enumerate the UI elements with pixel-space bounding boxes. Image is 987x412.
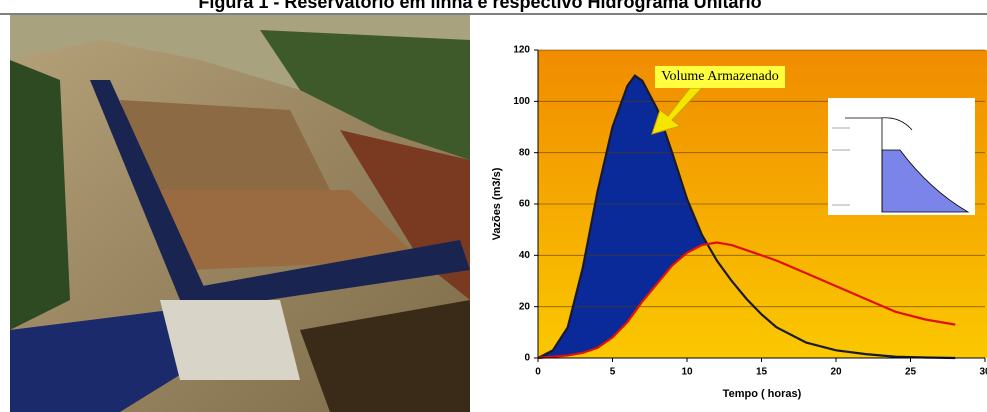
x-tick-label: 20 — [830, 367, 842, 378]
y-tick-label: 120 — [513, 45, 530, 56]
figure-caption: Figura 1 - Reservatório em linha e respe… — [198, 0, 761, 12]
aerial-photo — [10, 15, 470, 412]
x-tick-label: 25 — [905, 367, 917, 378]
annotation: Volume Armazenado — [661, 69, 779, 84]
y-tick-label: 40 — [519, 250, 531, 261]
figure: Figura 1 - Reservatório em linha e respe… — [0, 0, 987, 412]
y-tick-label: 100 — [513, 96, 530, 107]
y-tick-label: 80 — [519, 147, 531, 158]
x-tick-label: 5 — [610, 367, 616, 378]
inset-diagram — [828, 98, 975, 215]
x-tick-label: 0 — [535, 367, 541, 378]
y-tick-label: 0 — [524, 353, 530, 364]
x-tick-label: 10 — [681, 367, 693, 378]
x-tick-label: 30 — [979, 367, 987, 378]
chart: 0 20 40 60 80 100 120 0 5 10 15 20 25 30 Tempo ( horas… — [487, 15, 987, 412]
y-tick-label: 60 — [519, 199, 531, 210]
y-tick-label: 20 — [519, 301, 531, 312]
y-axis-label: Vazões (m3/s) — [491, 167, 503, 240]
x-tick-label: 15 — [756, 367, 768, 378]
x-axis-label: Tempo ( horas) — [723, 388, 802, 400]
